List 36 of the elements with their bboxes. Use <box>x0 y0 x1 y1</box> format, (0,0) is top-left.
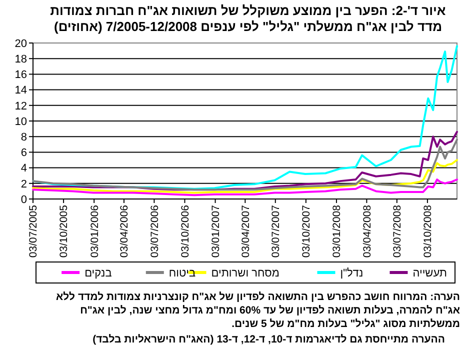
y-tick-label: 20 <box>14 38 27 50</box>
legend-label: תעשייה <box>412 267 447 280</box>
legend-label: נדל"ן <box>340 267 364 280</box>
x-tick-label: 03/01/2008 <box>331 204 344 258</box>
legend-label: בנקים <box>84 267 112 280</box>
x-tick-label: 03/01/2007 <box>210 204 222 258</box>
line-series <box>32 45 458 190</box>
x-tick-label: 03/10/2008 <box>422 204 434 258</box>
line-series <box>32 178 458 196</box>
x-tick-label: 03/01/2006 <box>88 204 101 258</box>
y-tick-label: 16 <box>14 69 27 82</box>
y-tick-label: 18 <box>14 53 27 66</box>
x-tick-label: 03/07/2005 <box>28 204 40 258</box>
legend-label: מסחר ושרותים <box>211 267 280 280</box>
y-tick-label: 14 <box>14 84 27 97</box>
x-tick-label: 03/10/2007 <box>300 204 313 258</box>
y-tick-label: 8 <box>20 131 27 144</box>
line-series <box>32 159 458 194</box>
x-tick-label: 03/10/2005 <box>58 204 70 258</box>
chart-title: איור ד'-2: הפער בין ממוצע משוקלל של תשואות אג"ח חברות צמודות מדד לבין אג"ח ממשלתי "גליל" לפי ענפים 7/2005-12/2008 (אחוזים) <box>50 3 446 34</box>
y-tick-label: 0 <box>20 194 27 206</box>
x-tick-label: 03/07/2006 <box>148 204 161 258</box>
y-tick-label: 2 <box>20 178 27 190</box>
text: הערה: המרווח חושב כהפרש בין התשואה לפדיון של אג"ח קונצרניות צמודות למדד ללא אג"ח להמרה, בעלות תשואה לפדיון של עד 60% ומח"מ גדול מחצי שנה, לבין אג"ח ממשלתיות מסוג "גליל" בעלות מח"מ של 5 שנים. <box>56 291 460 330</box>
legend-label: ביטוח <box>168 267 196 280</box>
x-tick-label: 03/10/2006 <box>179 204 192 258</box>
x-tick-label: 03/04/2007 <box>240 204 252 258</box>
x-tick-label: 03/07/2008 <box>392 204 404 258</box>
y-tick-label: 12 <box>14 100 27 112</box>
y-tick-label: 4 <box>20 162 27 175</box>
x-tick-label: 03/07/2007 <box>270 204 282 258</box>
y-tick-label: 10 <box>14 116 27 128</box>
text: ההערה מתייחסת גם לדיאגרמות ד-10, ד-12, ד-13 (האג"ח הישראליות בלבד) <box>92 334 445 345</box>
x-tick-label: 03/04/2008 <box>361 204 374 258</box>
x-tick-label: 03/04/2006 <box>118 204 131 258</box>
y-tick-label: 6 <box>20 147 27 160</box>
